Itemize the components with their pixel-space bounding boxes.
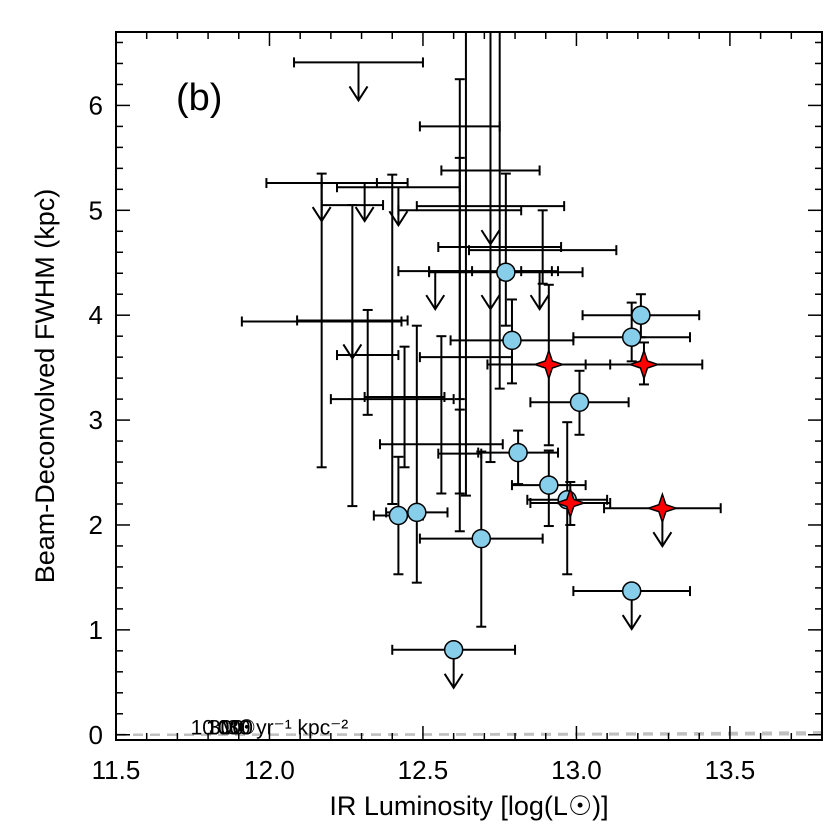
circle-marker [621, 327, 642, 347]
limit-point [336, 182, 461, 228]
x-tick-label: 11.5 [92, 755, 141, 785]
arrow-head [348, 85, 369, 103]
x-tick-label: 13.0 [551, 755, 602, 785]
arrow-head [354, 206, 375, 223]
circle-marker [621, 581, 642, 601]
circle-marker [569, 392, 590, 413]
limit-point [437, 408, 483, 495]
arrow-head [443, 673, 464, 690]
data-markers [388, 262, 679, 660]
star-marker [553, 486, 587, 520]
curve-label-300: 300 [209, 717, 244, 740]
x-tick-label: 12.5 [398, 755, 449, 785]
limit-point [363, 345, 446, 469]
star-marker [532, 348, 566, 381]
circle-marker [502, 330, 522, 351]
limit-point [320, 200, 385, 508]
circle-marker [388, 505, 409, 526]
arrow-head [621, 614, 642, 631]
plot-frame [115, 31, 823, 741]
limit-point [378, 335, 504, 495]
limit-point [329, 173, 455, 505]
x-tick-label: 13.5 [705, 755, 756, 785]
arrow-head [652, 531, 673, 549]
y-tick-label: 1 [89, 615, 103, 645]
circle-marker [631, 305, 651, 325]
circle-marker [539, 475, 559, 495]
circle-marker [443, 640, 464, 660]
y-tick-label: 2 [89, 510, 103, 540]
y-tick-label: 3 [89, 405, 103, 435]
circle-marker [508, 442, 528, 463]
star-marker [646, 491, 679, 525]
y-tick-label: 5 [89, 195, 103, 225]
y-tick-label: 4 [89, 300, 103, 330]
x-tick-label: 12.0 [244, 755, 295, 785]
limit-point [520, 266, 560, 311]
circle-marker [471, 528, 492, 549]
circle-marker [496, 262, 516, 282]
y-tick-label: 6 [89, 90, 103, 120]
y-tick-label: 0 [89, 720, 103, 750]
curve-label-1000: 1000 [206, 717, 253, 740]
limit-point [293, 57, 424, 103]
limit-point [240, 172, 403, 469]
limit-point [397, 156, 523, 401]
arrow-head [529, 294, 550, 311]
axis-ticks: 11.5 12.0 12.5 13.0 13.5 0 1 2 3 4 5 6 [89, 32, 823, 785]
x-axis-title: IR Luminosity [log(L☉)] [329, 791, 608, 821]
y-axis-title: Beam-Deconvolved FWHM (kpc) [30, 189, 60, 584]
panel-label: (b) [176, 77, 222, 119]
limit-point [418, 32, 513, 497]
arrow-head [425, 294, 446, 311]
curve-label-100: 100 [206, 717, 241, 740]
curve-label-30: 30 [227, 717, 250, 740]
circle-marker [407, 502, 427, 523]
error-bars [240, 32, 722, 690]
star-marker [627, 348, 661, 381]
limit-point [320, 178, 409, 223]
